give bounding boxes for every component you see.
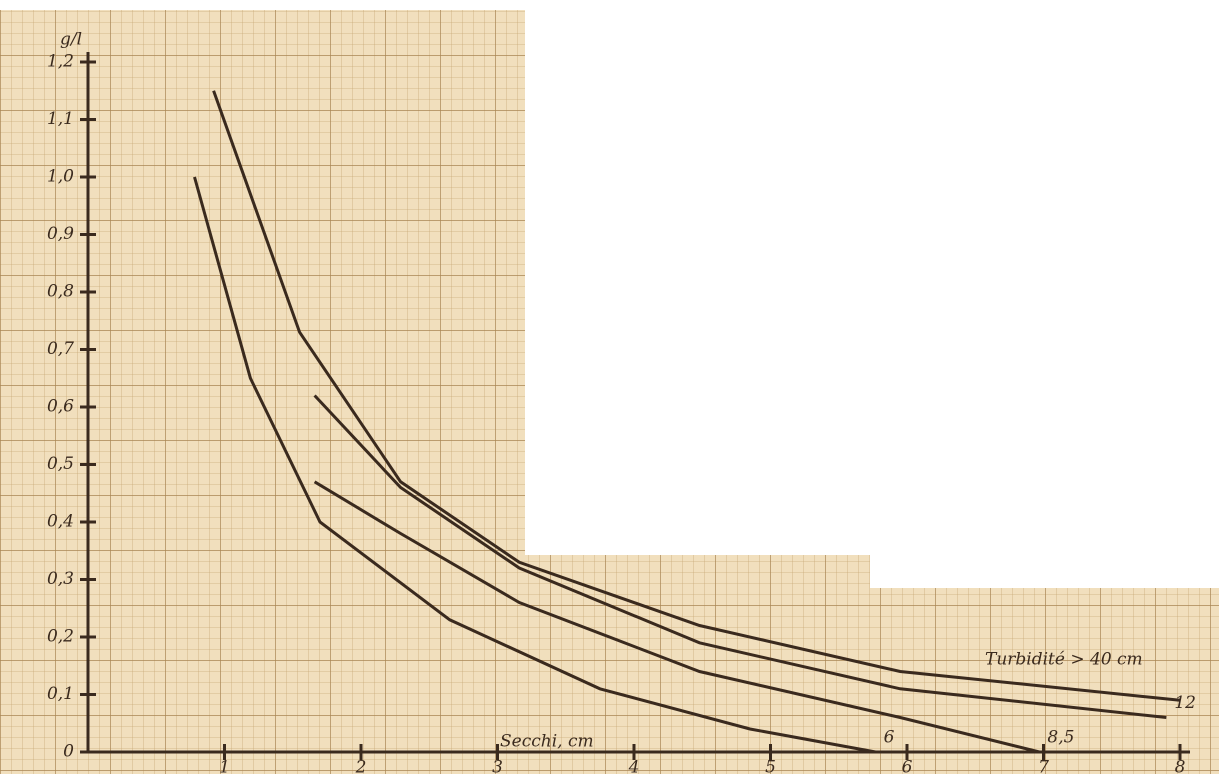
y-tick-label: 1,1 (47, 109, 74, 129)
curve (212, 90, 1181, 702)
annotation: Turbidité > 40 cm (985, 650, 1143, 670)
x-tick-label: 3 (492, 758, 503, 774)
graph-paper (0, 10, 1219, 774)
x-tick-label: 4 (628, 758, 640, 774)
y-tick-label: 1,2 (47, 52, 74, 72)
x-tick-label: 8 (1175, 758, 1186, 774)
y-tick-label: 0 (63, 742, 74, 762)
y-tick-label: 0,1 (47, 684, 74, 704)
y-tick-label: 0,7 (47, 339, 74, 359)
y-tick-label: 0,8 (47, 282, 74, 302)
curve (313, 480, 1040, 754)
y-tick-label: 0,3 (47, 569, 74, 589)
y-tick-label: 0,9 (47, 224, 74, 244)
x-tick-label: 5 (765, 758, 776, 774)
curve-label: 12 (1174, 693, 1196, 713)
x-tick-label: 2 (355, 758, 367, 774)
y-tick-label: 0,2 (47, 627, 74, 647)
x-axis-label: Secchi, cm (500, 732, 594, 752)
curve (193, 176, 876, 754)
x-tick-label: 1 (219, 758, 230, 774)
y-tick-label: 1,0 (47, 167, 74, 187)
y-tick-label: 0,6 (47, 397, 74, 417)
curve-label: 8,5 (1047, 728, 1074, 748)
x-tick-label: 6 (902, 758, 913, 774)
curve-label: 6 (884, 728, 895, 748)
y-tick-label: 0,5 (47, 454, 74, 474)
curve (313, 394, 1167, 719)
y-tick-label: 0,4 (47, 512, 74, 532)
y-axis-label: g/l (60, 30, 82, 50)
x-tick-label: 7 (1038, 758, 1049, 774)
